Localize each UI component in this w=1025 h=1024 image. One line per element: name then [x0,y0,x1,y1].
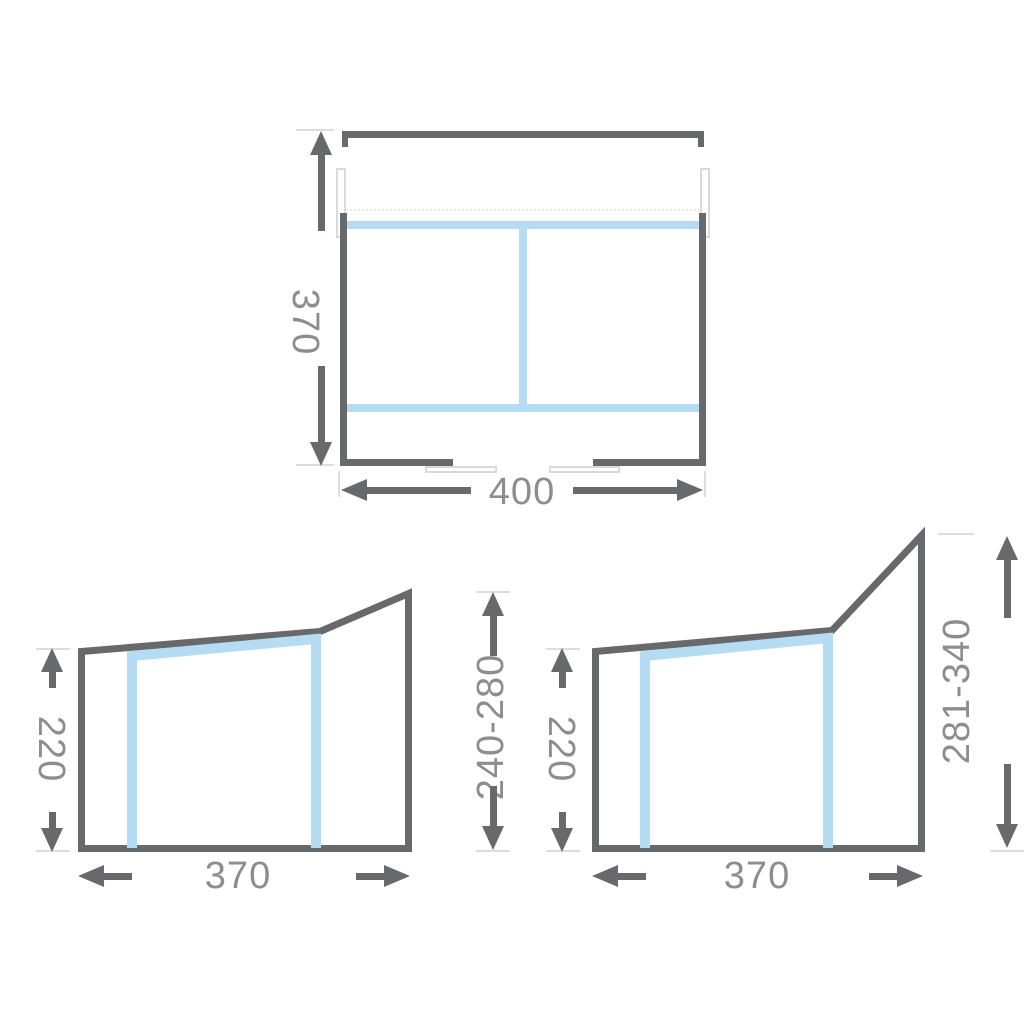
extension-tick [990,850,1024,852]
front-rail [342,131,704,138]
arrow-right-icon [869,865,923,887]
rear-wall-left-segment [340,459,453,466]
arrow-up-icon [310,131,332,231]
entrance-mat-right [549,466,620,473]
connection-dotted-line [346,209,700,211]
front-rail-right-tick [698,131,704,147]
arrow-down-icon [551,812,573,852]
rear-height-label: 220 [540,715,582,783]
entrance-mat-left [425,466,497,473]
extension-tick [338,471,340,497]
side-view-low-door-pole [127,633,321,848]
front-pole [347,221,699,229]
width-dimension-label: 400 [488,471,556,513]
extension-tick [476,850,510,852]
front-rail-left-tick [342,131,348,147]
extension-tick [704,471,706,497]
side-view-high-outline [592,526,925,852]
right-wall [699,213,706,466]
arrow-up-icon [482,592,504,656]
arrow-up-icon [551,648,573,688]
arrow-right-icon [356,865,410,887]
arrow-down-icon [996,764,1018,848]
top-view-diagram: 370 400 [284,129,710,513]
front-height-label: 281-340 [936,617,978,765]
depth-label: 370 [204,855,272,897]
arrow-left-icon [78,865,132,887]
arrow-down-icon [482,786,504,850]
rear-height-label: 220 [30,715,72,783]
rear-wall-right-segment [593,459,706,466]
side-view-high-door-pole [640,632,833,848]
extension-tick [938,533,974,535]
arrow-left-icon [341,479,471,501]
depth-label: 370 [723,855,791,897]
arrow-right-icon [573,479,703,501]
arrow-down-icon [41,812,63,852]
arrow-down-icon [310,366,332,466]
left-wall [340,213,347,466]
arrow-up-icon [41,648,63,688]
rear-pole [345,404,701,412]
arrow-left-icon [592,865,646,887]
center-pole [519,229,527,404]
arrow-up-icon [996,536,1018,618]
extension-tick [296,129,334,131]
